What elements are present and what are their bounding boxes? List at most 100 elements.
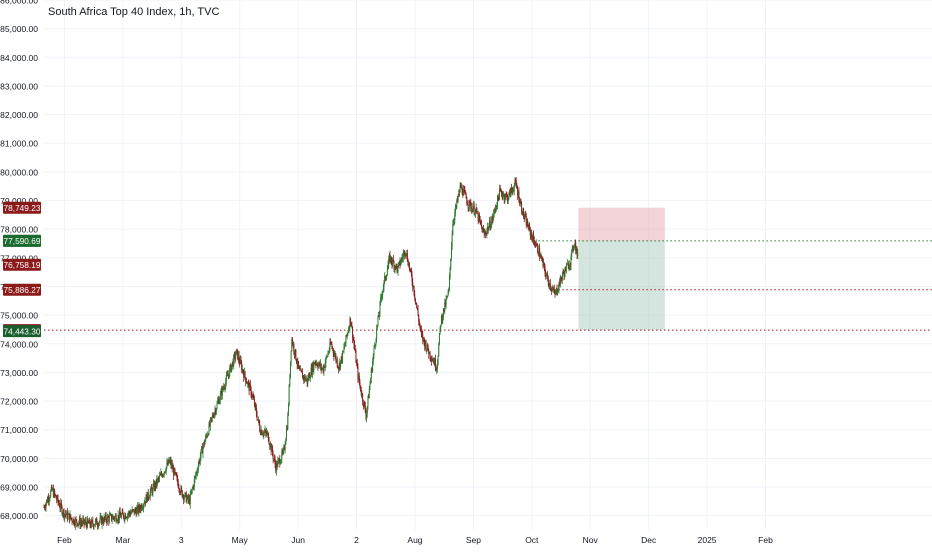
candle-body: [318, 364, 320, 368]
candle-body: [108, 515, 110, 522]
stop-loss-zone: [578, 207, 665, 241]
candle-body: [341, 356, 343, 361]
candle-body: [449, 267, 451, 277]
candle-body: [503, 194, 505, 196]
candle-body: [434, 359, 436, 365]
candle-body: [68, 513, 70, 521]
candle-body: [52, 488, 54, 497]
candle-body: [348, 328, 350, 333]
candle-body: [282, 449, 284, 453]
candle-body: [354, 344, 356, 350]
candle-body: [220, 390, 222, 394]
y-tick-label: 70,000.00: [0, 454, 38, 464]
candle-body: [334, 354, 336, 356]
candle-body: [547, 274, 549, 279]
y-tick-label: 68,000.00: [0, 511, 38, 521]
candle-body: [167, 462, 169, 465]
candle-body: [244, 371, 246, 378]
candle-body: [274, 458, 276, 465]
candle-body: [205, 436, 207, 441]
candle-body: [238, 355, 240, 362]
candle-body: [543, 262, 545, 266]
candle-body: [538, 248, 540, 255]
candle-body: [445, 298, 447, 306]
candle-body: [394, 266, 396, 270]
horizontal-lines: [44, 240, 932, 331]
candle-body: [477, 213, 479, 214]
candle-body: [259, 431, 261, 435]
candle-body: [558, 282, 560, 290]
candle-body: [87, 519, 89, 523]
candle-body: [116, 520, 118, 522]
candle-body: [368, 396, 370, 399]
candle-body: [365, 412, 367, 418]
candle-body: [487, 227, 489, 231]
candle-body: [385, 277, 387, 280]
y-tick-label: 78,000.00: [0, 225, 38, 235]
candle-body: [94, 520, 96, 525]
candle-body: [70, 518, 72, 519]
candle-body: [74, 519, 76, 526]
candle-body: [196, 471, 198, 473]
price-label-box: [3, 234, 41, 247]
candle-body: [297, 361, 299, 367]
candle-body: [364, 405, 366, 413]
candle-body: [103, 516, 105, 523]
candle-body: [275, 464, 277, 472]
candle-body: [411, 275, 413, 283]
candle-body: [437, 356, 439, 364]
candle-body: [407, 260, 409, 266]
candle-body: [229, 364, 231, 369]
candle-body: [157, 478, 159, 480]
candle-body: [392, 259, 394, 262]
candle-body: [86, 523, 88, 528]
candle-body: [446, 295, 448, 298]
candle-body: [499, 188, 501, 191]
candle-body: [222, 387, 224, 389]
candle-body: [528, 224, 530, 230]
price-label-box: [3, 258, 41, 271]
candle-body: [525, 215, 527, 217]
y-tick-label: 84,000.00: [0, 53, 38, 63]
candle-body: [228, 374, 230, 377]
candle-body: [126, 514, 128, 518]
candle-body: [80, 522, 82, 526]
candle-body: [533, 234, 535, 241]
candle-body: [473, 205, 475, 215]
candle-body: [201, 446, 203, 450]
candle-body: [91, 520, 93, 522]
candle-body: [391, 261, 393, 264]
candle-body: [265, 432, 267, 435]
candle-body: [417, 309, 419, 316]
candle-body: [57, 496, 59, 502]
candle-body: [245, 377, 247, 383]
candle-body: [197, 465, 199, 471]
candle-body: [125, 517, 127, 519]
candle-body: [289, 361, 291, 378]
candle-body: [120, 514, 122, 518]
candle-body: [352, 338, 354, 340]
candle-body: [521, 211, 523, 215]
candle-body: [203, 442, 205, 445]
candle-body: [447, 291, 449, 296]
trade-box[interactable]: [578, 207, 665, 331]
candle-body: [413, 286, 415, 295]
candle-body: [59, 506, 61, 508]
candle-body: [149, 497, 151, 499]
candle-body: [506, 194, 508, 196]
candle-body: [338, 367, 340, 369]
candle-body: [539, 256, 541, 258]
candle-body: [171, 463, 173, 469]
candle-body: [217, 401, 219, 404]
candle-body: [565, 265, 567, 272]
candle-body: [179, 492, 181, 493]
candle-body: [267, 432, 269, 442]
candle-body: [291, 339, 293, 351]
candle-body: [450, 258, 452, 268]
candle-body: [43, 507, 45, 508]
candle-body: [300, 369, 302, 372]
candle-body: [458, 191, 460, 196]
candle-body: [379, 302, 381, 314]
candle-body: [194, 476, 196, 480]
